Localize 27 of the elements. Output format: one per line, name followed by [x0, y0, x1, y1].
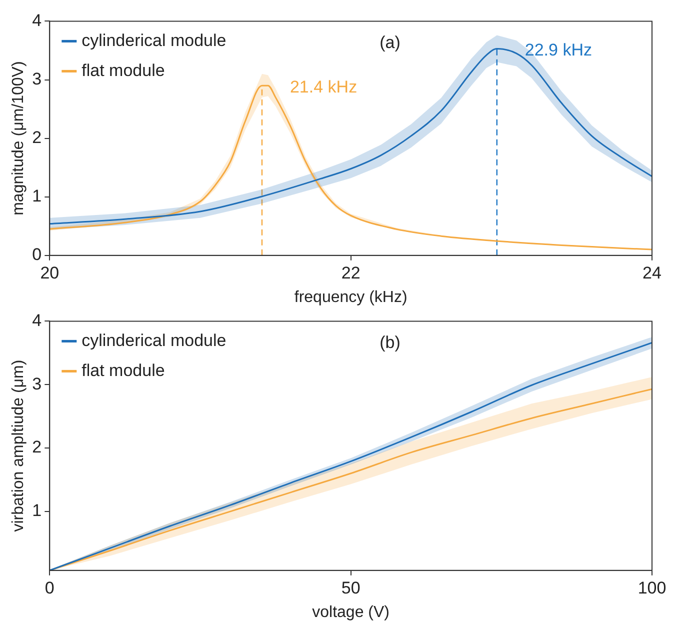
legend-label: cylinderical module	[82, 30, 226, 50]
annotation: 22.9 kHz	[524, 40, 592, 60]
annotation: (a)	[380, 32, 400, 52]
y-tick-label: 1	[32, 501, 42, 520]
y-tick-label: 2	[32, 128, 42, 147]
y-axis-title: magnitude (μm/100V)	[10, 61, 28, 216]
y-tick-label: 4	[32, 10, 42, 30]
x-tick-label: 24	[642, 263, 662, 282]
x-axis-title: frequency (kHz)	[294, 288, 408, 306]
y-tick-label: 3	[32, 69, 42, 88]
x-axis-title: voltage (V)	[312, 604, 390, 621]
y-tick-label: 3	[32, 374, 42, 394]
legend-label: cylinderical module	[82, 330, 226, 350]
legend-label: flat module	[82, 360, 165, 380]
y-tick-label: 2	[32, 438, 42, 457]
x-tick-label: 22	[341, 263, 360, 282]
y-tick-label: 4	[32, 310, 42, 330]
annotation: (b)	[380, 332, 400, 352]
legend-label: flat module	[82, 60, 165, 80]
x-tick-label: 100	[638, 578, 666, 598]
x-tick-label: 50	[341, 578, 360, 598]
y-tick-label: 0	[32, 245, 42, 264]
x-tick-label: 20	[40, 263, 60, 282]
x-tick-label: 0	[44, 578, 54, 598]
y-tick-label: 1	[32, 186, 42, 206]
annotation: 21.4 kHz	[290, 77, 358, 96]
y-axis-title: virbation ampltiude (μm)	[10, 360, 28, 532]
